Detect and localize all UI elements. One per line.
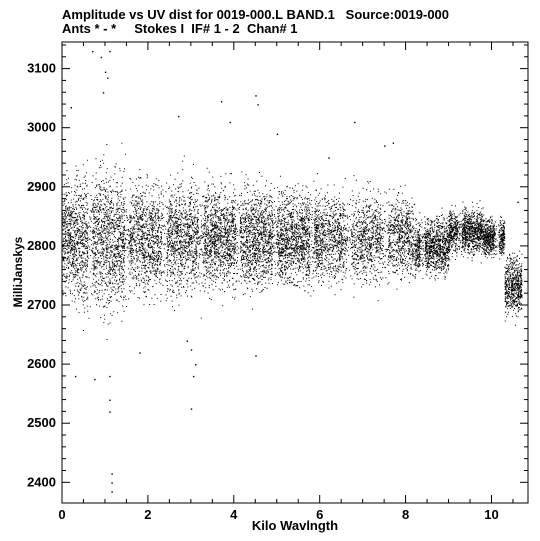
x-tick-label: 2 [144, 507, 151, 522]
outlier-point [190, 408, 193, 410]
outlier-point [102, 92, 105, 94]
outlier-point [354, 121, 356, 124]
outlier-point [193, 375, 195, 378]
x-tick-label: 0 [58, 507, 65, 522]
outlier-point [276, 133, 279, 135]
outlier-point [190, 349, 193, 351]
outlier-point [220, 101, 223, 103]
axis-ticks [61, 42, 528, 503]
outlier-point [328, 157, 330, 159]
outlier-point [195, 364, 197, 366]
y-tick-label: 3100 [27, 61, 56, 76]
outlier-point [384, 145, 386, 147]
x-axis-label: Kilo Wavlngth [252, 518, 338, 533]
chart-subtitle: Ants * - * Stokes I IF# 1 - 2 Chan# 1 [62, 21, 298, 36]
outlier-point [139, 352, 141, 354]
outlier-point [107, 77, 109, 79]
plot-frame [61, 41, 529, 504]
outlier-point [257, 104, 259, 106]
y-tick-label: 2500 [27, 415, 56, 430]
y-tick-label: 2700 [27, 297, 56, 312]
x-tick-label: 6 [316, 507, 323, 522]
outlier-point [94, 378, 96, 381]
outlier-point [111, 491, 113, 493]
y-tick-label: 2600 [27, 356, 56, 371]
outlier-point [517, 201, 519, 203]
y-tick-label: 2800 [27, 238, 56, 253]
x-tick-label: 4 [230, 507, 238, 522]
x-tick-label: 8 [402, 507, 409, 522]
outlier-point [100, 56, 103, 59]
outlier-point [255, 355, 257, 357]
outlier-point [111, 473, 113, 475]
outlier-point [229, 121, 231, 124]
y-tick-label: 3000 [27, 120, 56, 135]
outlier-point [109, 411, 111, 413]
outlier-point [109, 375, 111, 378]
outlier-point [109, 50, 111, 53]
outlier-point [111, 482, 113, 484]
x-tick-label: 10 [484, 507, 498, 522]
tick-labels: 0 2 4 6 8 10 2400 2500 2600 2700 2800 2900 3000 3100 [27, 61, 499, 522]
outlier-point [74, 375, 77, 378]
outlier-point [104, 71, 107, 73]
y-axis-label: MilliJanskys [11, 236, 25, 307]
outlier-point [92, 50, 94, 53]
chart-title: Amplitude vs UV dist for 0019-000.L BAND… [62, 7, 450, 22]
y-tick-label: 2400 [27, 474, 56, 489]
outlier-point [70, 107, 72, 109]
outlier-point [109, 399, 111, 401]
outlier-point [178, 115, 180, 118]
outlier-point [186, 340, 188, 342]
data-points [62, 50, 523, 493]
y-tick-label: 2900 [27, 179, 56, 194]
outlier-point [255, 95, 257, 97]
outlier-point [392, 142, 395, 144]
scatter-cloud [62, 142, 523, 340]
